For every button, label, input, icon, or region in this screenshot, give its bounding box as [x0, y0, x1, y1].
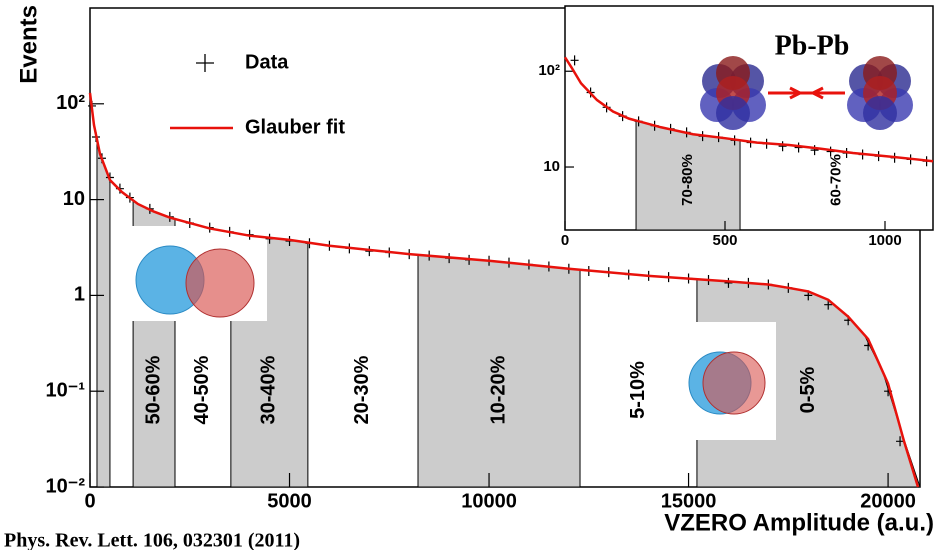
x-tick-label: 15000: [661, 490, 717, 512]
centrality-label: 40-50%: [191, 355, 213, 424]
x-tick-label: 10000: [461, 490, 517, 512]
centrality-label: 60-70%: [827, 154, 844, 206]
legend-marker: [196, 54, 214, 72]
x-axis-title: VZERO Amplitude (a.u.): [664, 509, 934, 536]
inset-title: Pb-Pb: [775, 30, 850, 61]
centrality-label: 20-30%: [351, 355, 373, 424]
y-tick-label: 10: [543, 158, 560, 175]
source: Phys. Rev. Lett. 106, 032301 (2011): [4, 530, 300, 550]
x-tick-label: 0: [84, 490, 95, 512]
arrow: [768, 86, 845, 100]
y-tick-label: 10: [63, 188, 85, 210]
nucleus-red: [185, 248, 255, 318]
nucleon: [716, 96, 750, 130]
legend-label: Data: [245, 51, 289, 73]
fit-line: [563, 56, 934, 163]
centrality-label: 10-20%: [487, 355, 509, 424]
centrality-label: 70-80%: [679, 154, 696, 206]
data-point: [778, 141, 787, 152]
y-axis-title: Events: [15, 5, 42, 84]
y-tick-label: 10⁻²: [46, 475, 86, 497]
x-tick-label: 0: [561, 232, 569, 249]
x-tick-label: 5000: [267, 490, 312, 512]
fit-line: [88, 92, 920, 488]
data-point: [896, 436, 905, 447]
x-tick-label: 1000: [868, 232, 901, 249]
x-tick-label: 20000: [860, 490, 916, 512]
data-point: [570, 55, 579, 66]
data-point: [724, 277, 733, 288]
x-tick-label: 500: [712, 232, 737, 249]
centrality-label: 5-10%: [627, 361, 649, 419]
y-tick-label: 10²: [538, 62, 560, 79]
centrality-label: 0-5%: [797, 366, 819, 413]
nucleus-red: [702, 351, 766, 415]
y-tick-label: 10²: [56, 92, 85, 114]
centrality-label: 50-60%: [142, 355, 164, 424]
centrality-label: 30-40%: [258, 355, 280, 424]
y-tick-label: 10⁻¹: [46, 379, 86, 401]
y-tick-label: 1: [74, 284, 85, 306]
nucleon: [863, 96, 897, 130]
legend-label: Glauber fit: [245, 116, 345, 138]
centrality-band: [96, 139, 111, 488]
